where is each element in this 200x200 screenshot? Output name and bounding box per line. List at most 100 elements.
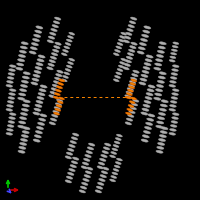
- Ellipse shape: [7, 81, 13, 83]
- Ellipse shape: [125, 122, 132, 125]
- Ellipse shape: [118, 65, 124, 68]
- Ellipse shape: [36, 100, 43, 104]
- Ellipse shape: [68, 172, 74, 175]
- Ellipse shape: [51, 114, 58, 117]
- Ellipse shape: [87, 147, 94, 150]
- Ellipse shape: [173, 42, 179, 45]
- Ellipse shape: [118, 39, 124, 42]
- Ellipse shape: [158, 76, 165, 79]
- Ellipse shape: [124, 63, 131, 66]
- Ellipse shape: [171, 73, 178, 75]
- Ellipse shape: [169, 59, 175, 62]
- Ellipse shape: [143, 131, 150, 134]
- Ellipse shape: [154, 97, 161, 100]
- Ellipse shape: [9, 113, 16, 115]
- Ellipse shape: [30, 47, 37, 50]
- Ellipse shape: [154, 63, 162, 66]
- Ellipse shape: [131, 77, 137, 80]
- Ellipse shape: [128, 25, 134, 28]
- Ellipse shape: [34, 135, 41, 138]
- Ellipse shape: [20, 84, 28, 88]
- Ellipse shape: [8, 121, 15, 123]
- Ellipse shape: [49, 95, 55, 98]
- Ellipse shape: [129, 49, 135, 52]
- Ellipse shape: [141, 112, 148, 115]
- Ellipse shape: [85, 171, 92, 174]
- Ellipse shape: [72, 133, 79, 136]
- Ellipse shape: [61, 79, 67, 82]
- Ellipse shape: [129, 81, 136, 84]
- Ellipse shape: [116, 158, 122, 161]
- Ellipse shape: [159, 135, 166, 138]
- Ellipse shape: [157, 80, 165, 83]
- Ellipse shape: [123, 67, 129, 70]
- Ellipse shape: [171, 121, 178, 123]
- Ellipse shape: [115, 49, 120, 52]
- Ellipse shape: [143, 30, 150, 33]
- Ellipse shape: [141, 74, 148, 77]
- Ellipse shape: [169, 85, 176, 87]
- Ellipse shape: [18, 59, 25, 62]
- Ellipse shape: [169, 60, 175, 62]
- Ellipse shape: [6, 128, 13, 131]
- Ellipse shape: [98, 162, 105, 165]
- Ellipse shape: [53, 21, 60, 24]
- Ellipse shape: [157, 50, 164, 53]
- Ellipse shape: [130, 97, 137, 100]
- Ellipse shape: [22, 131, 29, 134]
- Ellipse shape: [144, 63, 151, 66]
- Ellipse shape: [59, 79, 65, 82]
- Ellipse shape: [58, 82, 64, 85]
- Ellipse shape: [158, 142, 165, 145]
- Ellipse shape: [66, 176, 73, 179]
- Ellipse shape: [158, 46, 165, 49]
- Ellipse shape: [146, 93, 153, 96]
- Ellipse shape: [52, 49, 59, 52]
- Ellipse shape: [64, 72, 70, 75]
- Ellipse shape: [80, 186, 87, 189]
- Ellipse shape: [29, 51, 36, 54]
- Ellipse shape: [126, 93, 132, 96]
- Ellipse shape: [67, 148, 74, 151]
- Ellipse shape: [172, 117, 179, 120]
- Ellipse shape: [8, 73, 15, 75]
- Ellipse shape: [55, 74, 62, 77]
- Ellipse shape: [160, 131, 167, 134]
- Ellipse shape: [67, 36, 74, 39]
- Ellipse shape: [54, 17, 61, 20]
- Ellipse shape: [97, 166, 104, 169]
- Ellipse shape: [155, 59, 163, 62]
- Ellipse shape: [130, 107, 137, 110]
- Ellipse shape: [39, 118, 46, 121]
- Ellipse shape: [125, 32, 132, 35]
- Ellipse shape: [121, 32, 127, 35]
- Ellipse shape: [155, 93, 162, 96]
- Ellipse shape: [63, 49, 68, 52]
- Ellipse shape: [110, 155, 116, 158]
- Ellipse shape: [54, 107, 61, 110]
- Ellipse shape: [6, 104, 13, 107]
- Ellipse shape: [40, 85, 47, 88]
- Ellipse shape: [148, 85, 155, 88]
- Ellipse shape: [21, 135, 28, 138]
- Ellipse shape: [69, 58, 75, 61]
- Ellipse shape: [53, 81, 60, 84]
- Ellipse shape: [170, 81, 176, 83]
- Ellipse shape: [137, 51, 144, 54]
- Ellipse shape: [9, 69, 15, 71]
- Ellipse shape: [47, 67, 53, 70]
- Ellipse shape: [130, 17, 137, 20]
- Ellipse shape: [171, 121, 178, 123]
- Ellipse shape: [37, 122, 45, 126]
- Ellipse shape: [50, 118, 57, 121]
- Ellipse shape: [146, 93, 153, 96]
- Ellipse shape: [69, 32, 75, 35]
- Ellipse shape: [83, 178, 89, 182]
- Ellipse shape: [97, 182, 104, 185]
- Ellipse shape: [18, 97, 25, 100]
- Ellipse shape: [157, 117, 165, 120]
- Ellipse shape: [157, 146, 164, 149]
- Ellipse shape: [19, 142, 27, 146]
- Ellipse shape: [172, 93, 178, 95]
- Ellipse shape: [116, 72, 122, 75]
